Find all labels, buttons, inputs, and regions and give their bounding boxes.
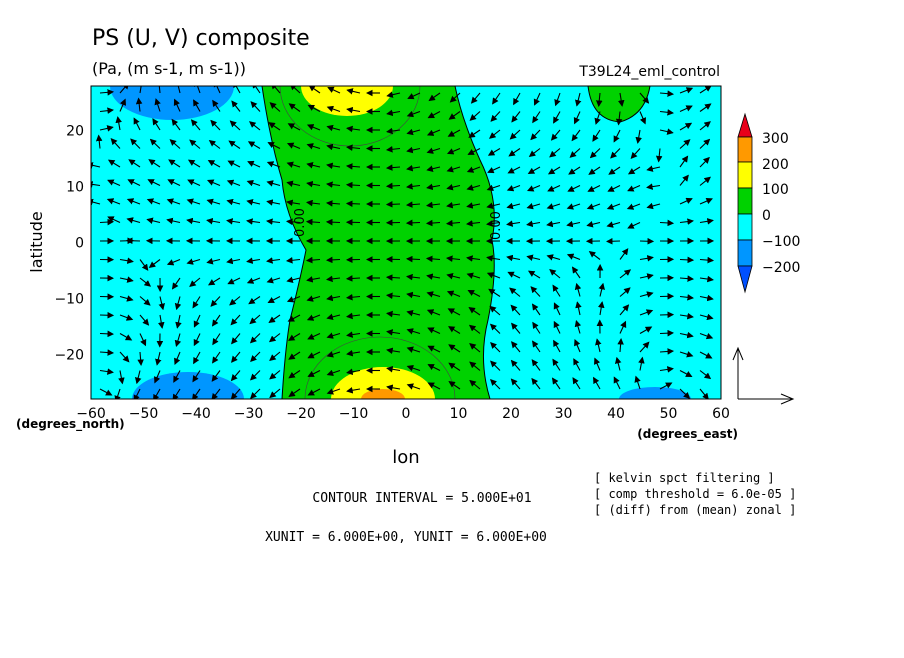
unit-text: XUNIT = 6.000E+00, YUNIT = 6.000E+00: [265, 530, 547, 545]
wind-vector: [100, 334, 113, 335]
y-tick-label: 10: [66, 180, 84, 196]
y-unit-label: (degrees_north): [16, 417, 125, 432]
x-tick-label: 30: [555, 406, 573, 422]
x-tick-label: 0: [402, 406, 411, 422]
y-tick-label: −10: [54, 291, 84, 307]
wind-vector: [327, 260, 340, 261]
colorbar-label: −200: [762, 260, 800, 276]
wind-vector: [407, 223, 420, 224]
colorbar-top-arrow: [738, 114, 752, 137]
y-tick-label: 0: [75, 236, 84, 252]
x-unit-label: (degrees_east): [637, 427, 738, 442]
wind-vector: [387, 186, 400, 187]
x-tick-label: 10: [450, 406, 468, 422]
wind-vector: [347, 203, 360, 204]
x-tick-label: 20: [502, 406, 520, 422]
colorbar-bin-200-300: [738, 137, 752, 162]
wind-vector: [387, 277, 400, 278]
x-tick-label: −20: [286, 406, 316, 422]
note-line: [ comp threshold = 6.0e-05 ]: [594, 487, 796, 501]
x-axis-label: lon: [392, 447, 419, 468]
note-line: [ (diff) from (mean) zonal ]: [594, 503, 796, 517]
contour-label-west: 0.00: [293, 208, 308, 237]
wind-vector: [347, 278, 360, 279]
x-tick-label: −50: [129, 406, 159, 422]
colorbar-bottom-arrow: [738, 266, 752, 292]
colorbar-label: 0: [762, 208, 771, 224]
colorbar-label: 100: [762, 182, 789, 198]
colorbar-bin-0-100: [738, 188, 752, 214]
colorbar: 300 200 100 0 −100 −200: [738, 114, 800, 292]
colorbar-label: 200: [762, 157, 789, 173]
wind-vector: [680, 260, 693, 261]
y-tick-label: −20: [54, 347, 84, 363]
colorbar-label: 300: [762, 131, 789, 147]
wind-vector: [387, 204, 400, 205]
y-tick-label: 20: [66, 124, 84, 140]
colorbar-label: −100: [762, 234, 800, 250]
y-axis-ticks: −20 −10 0 10 20: [54, 124, 84, 364]
x-tick-label: −30: [234, 406, 264, 422]
wind-vector: [660, 223, 673, 224]
chart-title: PS (U, V) composite: [92, 26, 310, 51]
colorbar-bin-neg100-0: [738, 214, 752, 240]
note-line: [ kelvin spct filtering ]: [594, 471, 775, 485]
wind-vector: [327, 222, 340, 223]
wind-vector: [347, 185, 360, 186]
plot-area: [87, 26, 721, 461]
x-tick-label: −10: [339, 406, 369, 422]
x-tick-label: 60: [712, 406, 730, 422]
contour-label-east: 0.00: [489, 211, 504, 240]
chart-subtitle: (Pa, (m s-1, m s-1)): [92, 59, 246, 78]
wind-vector: [407, 259, 420, 260]
y-axis-label: latitude: [27, 211, 46, 272]
wind-vector: [100, 222, 113, 223]
x-tick-label: −40: [181, 406, 211, 422]
experiment-label: T39L24_eml_control: [578, 64, 720, 80]
wind-vector: [660, 333, 673, 334]
x-tick-label: 50: [660, 406, 678, 422]
reference-vector: [733, 348, 793, 404]
x-tick-label: 40: [607, 406, 625, 422]
colorbar-bin-100-200: [738, 162, 752, 188]
contour-interval-text: CONTOUR INTERVAL = 5.000E+01: [312, 491, 531, 506]
colorbar-bin-neg200-neg100: [738, 240, 752, 266]
